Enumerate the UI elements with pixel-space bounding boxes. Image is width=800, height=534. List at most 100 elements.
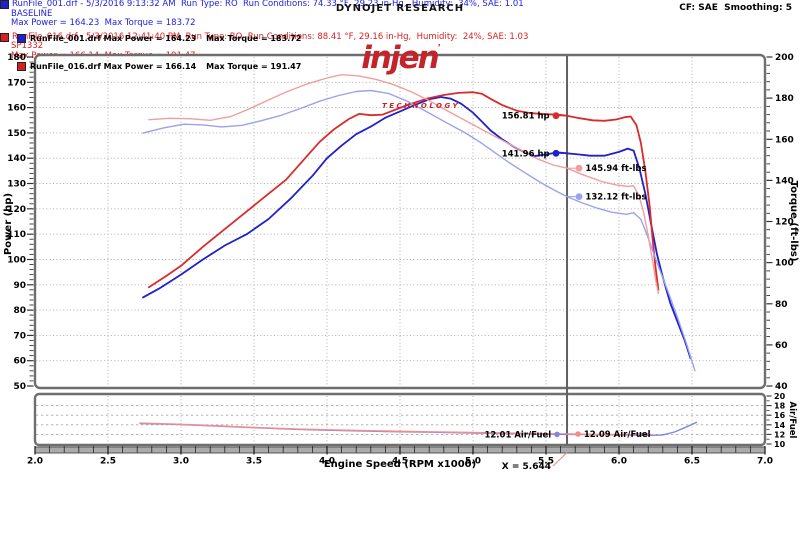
axis-label: 140 — [7, 154, 26, 164]
axis-label: 100 — [7, 255, 26, 265]
dynojet-research-title: DYNOJET RESEARCH — [335, 3, 465, 14]
axis-label: 200 — [775, 53, 794, 63]
torque-sp1332-curve — [148, 73, 660, 295]
axis-label: 80 — [13, 306, 26, 316]
injen-logo-mark: ’ — [437, 43, 441, 52]
run-info-footer: RunFile_001.drf - 5/3/2016 9:13:32 AM Ru… — [0, 0, 800, 62]
axis-label: 4.0 — [319, 457, 335, 467]
airfuel-chart-frame — [33, 392, 767, 447]
axis-label: 2.5 — [100, 457, 116, 467]
power-baseline-curve — [142, 96, 692, 360]
axis-label: 18 — [774, 402, 786, 411]
axis-label: 180 — [775, 94, 794, 104]
annotation-text: 12.09 Air/Fuel — [584, 430, 651, 440]
legend: RunFile_001.drf Max Power = 164.23 Max T… — [17, 15, 301, 89]
run1-color-swatch — [0, 0, 9, 10]
axis-label: Air/Fuel — [787, 402, 797, 439]
injen-logo: injen’ TECHNOLOGY — [0, 11, 800, 142]
axis-label: 130 — [7, 180, 26, 190]
axis-label: 160 — [775, 135, 794, 145]
annotation-text: 12.01 Air/Fuel — [484, 430, 551, 440]
injen-logo-text: injen — [361, 40, 439, 76]
airfuel-axis — [766, 395, 772, 445]
axis-label: 170 — [7, 78, 26, 88]
cursor-x-readout: X = 5.644 — [502, 462, 551, 472]
legend-file-power: RunFile_001.drf Max Power = 164.23 — [30, 33, 197, 43]
legend-file-power: RunFile_016.drf Max Power = 166.14 — [30, 61, 197, 71]
axis-label: Power (hp) — [3, 193, 14, 255]
axis-label: 5.5 — [538, 457, 554, 467]
legend-row-baseline: RunFile_001.drf Max Power = 164.23 Max T… — [17, 33, 301, 43]
value-annotation: 12.09 Air/Fuel — [567, 430, 651, 440]
axis-label: 10 — [774, 440, 786, 449]
value-annotation: 12.01 Air/Fuel — [484, 430, 568, 440]
value-annotation: 141.96 hp — [502, 149, 568, 159]
torque-baseline-curve — [142, 89, 696, 372]
axis-label: 40 — [775, 382, 788, 392]
annotation-dot — [575, 164, 583, 172]
axis-label: 7.0 — [757, 457, 773, 467]
run2-color-swatch — [17, 61, 26, 71]
axis-label: 60 — [13, 357, 26, 367]
annotation-dot — [554, 431, 560, 438]
axis-label: 120 — [775, 218, 794, 228]
power-axis — [27, 56, 34, 387]
axis-label: 6.5 — [684, 457, 700, 467]
annotation-dot — [552, 112, 560, 120]
axis-label: 160 — [7, 104, 26, 114]
axis-label: 80 — [775, 300, 788, 310]
axis-label: 70 — [13, 331, 26, 341]
annotation-text: 156.81 hp — [502, 112, 550, 122]
x-axis-title: Engine Speed (RPM x1000) — [324, 459, 476, 470]
run-info-baseline: RunFile_001.drf - 5/3/2016 9:13:32 AM Ru… — [0, 0, 800, 29]
run1-color-swatch — [17, 33, 26, 43]
annotation-dot — [575, 431, 581, 437]
value-annotation: 132.12 ft-lbs — [567, 193, 647, 203]
axis-label: 3.5 — [246, 457, 262, 467]
legend-torque: Max Torque = 191.47 — [206, 61, 302, 71]
annotation-dot — [552, 149, 560, 157]
legend-torque: Max Torque = 183.72 — [206, 33, 302, 43]
run2-name: SP1332 — [11, 41, 44, 52]
axis-label: 60 — [775, 341, 788, 351]
axis-label: 14 — [774, 421, 786, 430]
torque-axis — [766, 56, 773, 387]
axis-label: 2.0 — [27, 457, 43, 467]
injen-logo-subtext: TECHNOLOGY — [381, 102, 461, 110]
axis-label: 140 — [775, 176, 794, 186]
axis-label: 180 — [7, 53, 26, 63]
run2-details: RunFile_016.drf - 5/3/2016 12:41:40 PM R… — [12, 31, 529, 42]
axis-label: 3.0 — [173, 457, 189, 467]
main-chart-frame — [33, 53, 767, 390]
run1-details: RunFile_001.drf - 5/3/2016 9:13:32 AM Ru… — [12, 0, 524, 9]
annotation-text: 145.94 ft-lbs — [585, 164, 646, 174]
x-axis: 2.0 2.5 3.0 3.5 4.0 4.5 5.0 5.5 6.0 6.5 7.0 Engine … — [27, 446, 773, 470]
axis-label: 150 — [7, 129, 26, 139]
axis-label: 20 — [774, 392, 786, 401]
af-sp1332-curve — [139, 422, 654, 436]
run1-max-values: Max Power = 164.23 Max Torque = 183.72 — [11, 18, 196, 29]
axis-label: 110 — [7, 230, 26, 240]
axis-label: Torque (ft-lbs) — [788, 181, 799, 262]
value-annotation: 156.81 hp — [502, 112, 568, 122]
annotation-text: 141.96 hp — [502, 149, 550, 159]
axis-label: 4.5 — [392, 457, 408, 467]
correction-factor-label: CF: SAE Smoothing: 5 — [679, 3, 792, 13]
axis-label: 50 — [13, 382, 26, 392]
axis-label: 6.0 — [611, 457, 627, 467]
axis-label: 100 — [775, 259, 794, 269]
axis-label: 90 — [13, 281, 26, 291]
axis-label: 16 — [774, 411, 786, 420]
axis-label: 5.0 — [465, 457, 481, 467]
annotation-text: 132.12 ft-lbs — [585, 193, 646, 203]
axis-label: 12 — [774, 430, 785, 439]
legend-row-sp1332: RunFile_016.drf Max Power = 166.14 Max T… — [17, 61, 301, 71]
axis-label: 120 — [7, 205, 26, 215]
power-sp1332-curve — [147, 91, 660, 291]
annotation-dot — [575, 193, 583, 201]
value-annotation: 145.94 ft-lbs — [567, 164, 647, 174]
run1-name: BASELINE — [11, 8, 53, 19]
cursor-label-leader — [552, 452, 568, 467]
